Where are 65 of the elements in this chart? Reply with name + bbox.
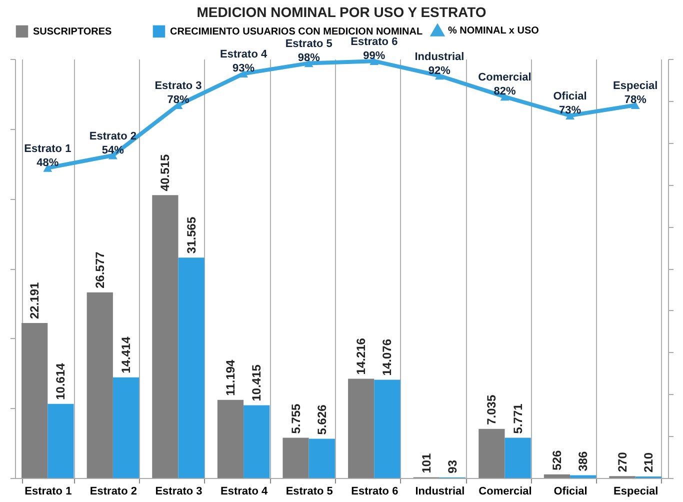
- bar: [217, 400, 244, 478]
- category-label: Estrato 5: [285, 38, 332, 50]
- bar: [544, 474, 570, 478]
- category-label: Estrato 3: [154, 80, 202, 92]
- bar: [112, 377, 140, 478]
- data-label: 98%: [298, 52, 320, 64]
- data-label: 7.035: [484, 394, 499, 425]
- data-label: 31.565: [184, 216, 198, 254]
- bar: [178, 258, 204, 478]
- category-label: Estrato 6: [350, 36, 398, 48]
- data-label: 14.216: [354, 338, 368, 375]
- bar: [48, 404, 74, 478]
- legend-label: % NOMINAL x USO: [448, 26, 540, 36]
- x-tick-label: Estrato 5: [286, 486, 333, 498]
- x-tick-label: Estrato 2: [90, 486, 137, 498]
- bar: [570, 475, 596, 478]
- legend-label: SUSCRIPTORES: [33, 26, 112, 38]
- x-tick-label: Oficial: [554, 486, 588, 498]
- data-label: 22.191: [28, 282, 42, 320]
- data-label: 26.577: [92, 251, 107, 288]
- data-label: 40.515: [158, 154, 172, 192]
- data-label: 101: [419, 452, 434, 474]
- chart-title: MEDICION NOMINAL POR USO Y ESTRATO: [196, 4, 486, 20]
- data-label: 82%: [494, 86, 516, 98]
- data-label: 5.755: [288, 403, 303, 434]
- bar: [478, 428, 505, 478]
- x-tick-label: Estrato 1: [24, 486, 72, 498]
- data-label: 14.414: [119, 336, 134, 374]
- category-label: Estrato 1: [24, 142, 72, 155]
- category-label: Estrato 4: [220, 48, 268, 61]
- data-label: 210: [641, 452, 656, 473]
- data-label: 386: [576, 450, 590, 472]
- legend-label: CRECIMIENTO USUARIOS CON MEDICION NOMINAL: [170, 26, 423, 38]
- data-label: 93%: [232, 62, 255, 75]
- category-label: Industrial: [414, 50, 464, 63]
- data-label: 92%: [428, 64, 451, 77]
- x-tick-label: Estrato 3: [155, 486, 202, 498]
- bar: [504, 438, 531, 478]
- x-tick-label: Estrato 6: [351, 486, 398, 498]
- data-label: 11.194: [223, 359, 238, 396]
- data-label: 526: [550, 450, 564, 470]
- data-label: 78%: [624, 94, 647, 106]
- x-tick-label: Comercial: [478, 486, 532, 498]
- category-label: Oficial: [553, 90, 587, 103]
- category-label: Comercial: [478, 72, 532, 84]
- bar: [152, 195, 178, 478]
- x-tick-label: Estrato 4: [220, 486, 268, 498]
- data-label: 10.415: [250, 364, 264, 402]
- data-label: 48%: [36, 156, 59, 169]
- category-label: Especial: [613, 80, 658, 92]
- data-label: 99%: [363, 50, 386, 62]
- x-tick-label: Industrial: [415, 486, 465, 498]
- data-label: 10.614: [54, 362, 68, 400]
- bar: [244, 405, 270, 478]
- x-tick-label: Especial: [614, 486, 658, 498]
- bar: [374, 380, 400, 478]
- data-label: 5.626: [314, 404, 329, 435]
- bar: [348, 378, 374, 478]
- bar: [282, 438, 309, 478]
- data-label: 14.076: [380, 338, 394, 376]
- data-label: 5.771: [510, 403, 525, 434]
- data-label: 270: [615, 452, 630, 472]
- bar: [86, 292, 113, 478]
- data-label: 93: [446, 460, 460, 474]
- bar: [308, 438, 335, 478]
